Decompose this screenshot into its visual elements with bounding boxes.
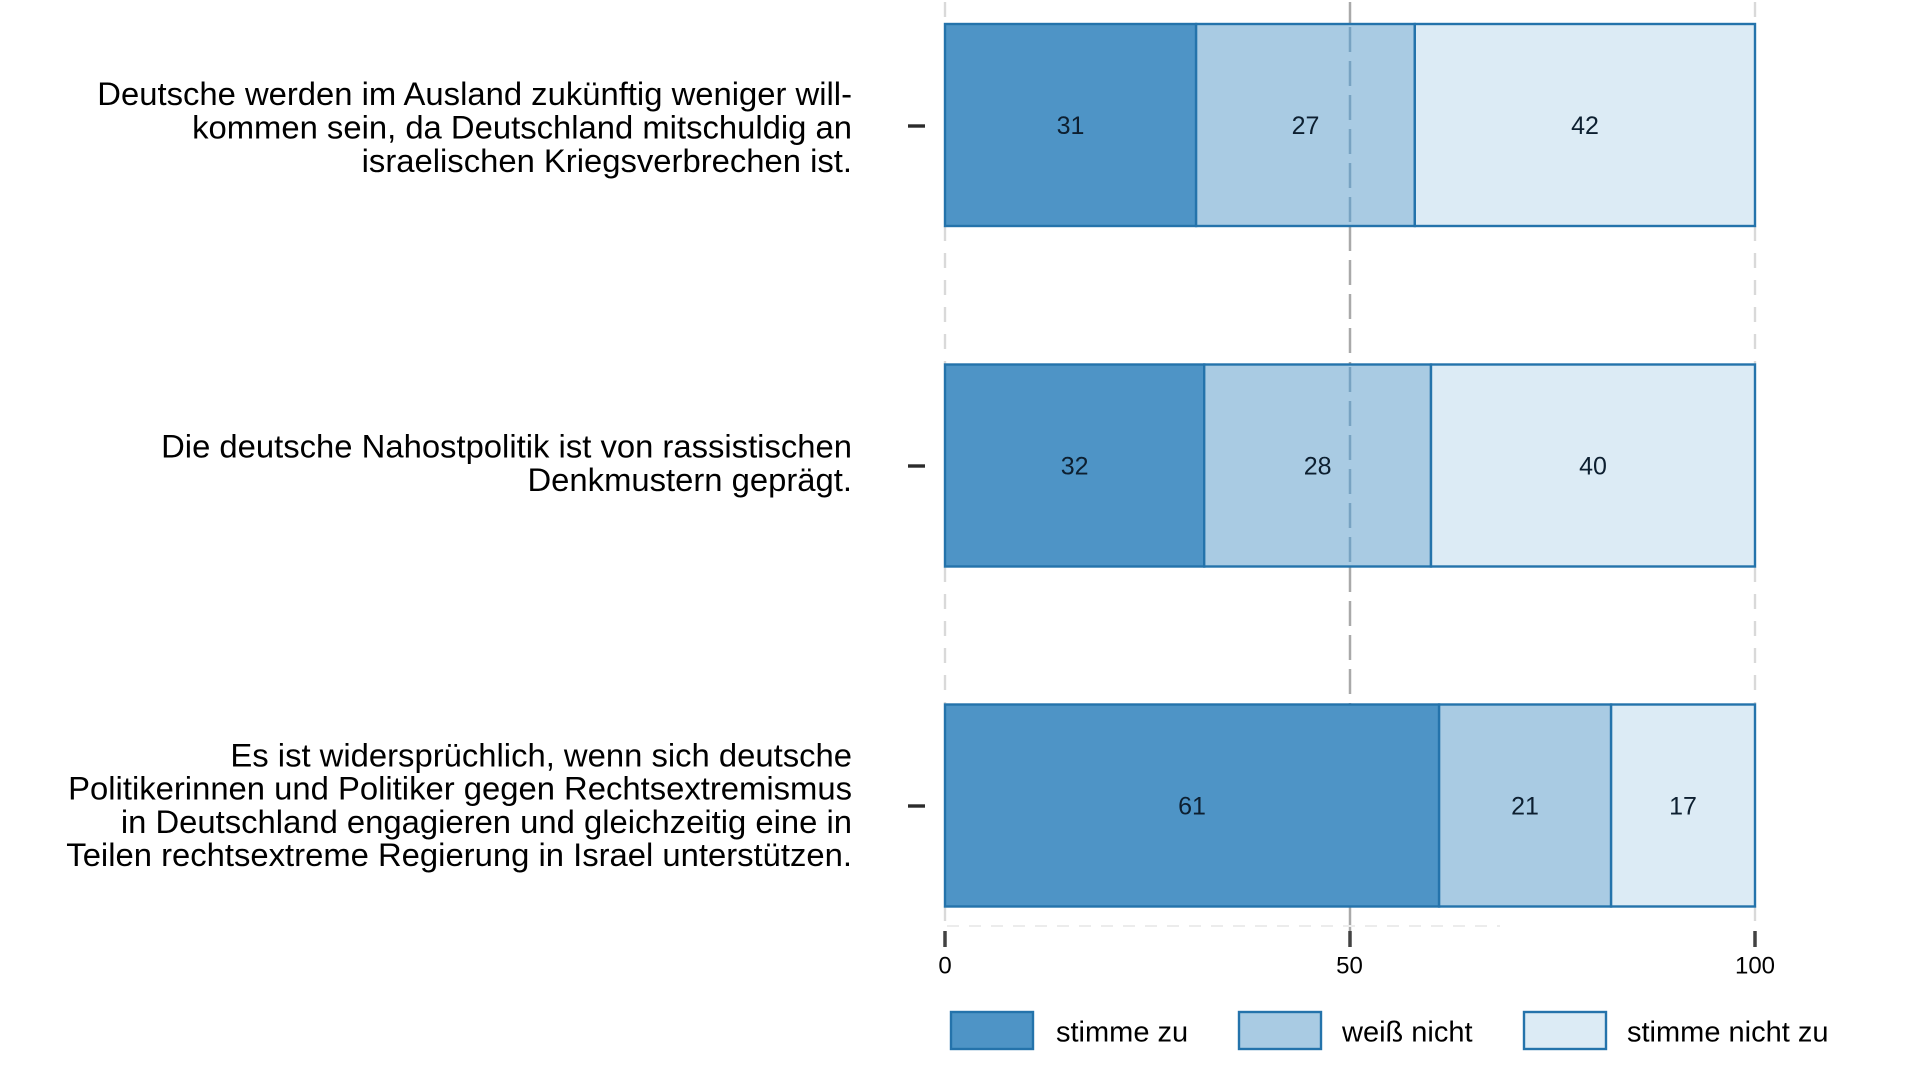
- svg-text:21: 21: [1511, 793, 1539, 821]
- svg-text:Denkmustern geprägt.: Denkmustern geprägt.: [528, 461, 853, 498]
- svg-text:kommen sein, da Deutschland mi: kommen sein, da Deutschland mitschuldig …: [192, 108, 852, 145]
- svg-text:Es ist widersprüchlich, wenn s: Es ist widersprüchlich, wenn sich deutsc…: [230, 736, 852, 773]
- svg-text:27: 27: [1292, 112, 1320, 140]
- svg-text:Politikerinnen und Politiker g: Politikerinnen und Politiker gegen Recht…: [68, 770, 852, 807]
- svg-text:50: 50: [1336, 953, 1363, 980]
- svg-text:stimme nicht zu: stimme nicht zu: [1627, 1017, 1828, 1049]
- svg-text:31: 31: [1057, 112, 1085, 140]
- svg-text:61: 61: [1178, 793, 1206, 821]
- svg-text:17: 17: [1669, 793, 1697, 821]
- svg-text:28: 28: [1304, 453, 1332, 481]
- svg-text:40: 40: [1579, 453, 1607, 481]
- svg-text:42: 42: [1571, 112, 1599, 140]
- svg-text:Teilen rechtsextreme Regierung: Teilen rechtsextreme Regierung in Israel…: [66, 836, 852, 873]
- svg-text:Deutsche werden im Ausland zuk: Deutsche werden im Ausland zukünftig wen…: [97, 75, 852, 112]
- svg-text:32: 32: [1061, 453, 1089, 481]
- svg-text:stimme zu: stimme zu: [1056, 1017, 1188, 1049]
- svg-text:israelischen Kriegsverbrechen: israelischen Kriegsverbrechen ist.: [362, 142, 852, 179]
- svg-text:in Deutschland engagieren und: in Deutschland engagieren und gleichzeit…: [121, 803, 852, 840]
- svg-text:100: 100: [1735, 953, 1775, 980]
- svg-text:0: 0: [938, 953, 951, 980]
- svg-text:weiß nicht: weiß nicht: [1341, 1017, 1473, 1049]
- svg-text:Die deutsche Nahostpolitik ist: Die deutsche Nahostpolitik ist von rassi…: [161, 428, 852, 465]
